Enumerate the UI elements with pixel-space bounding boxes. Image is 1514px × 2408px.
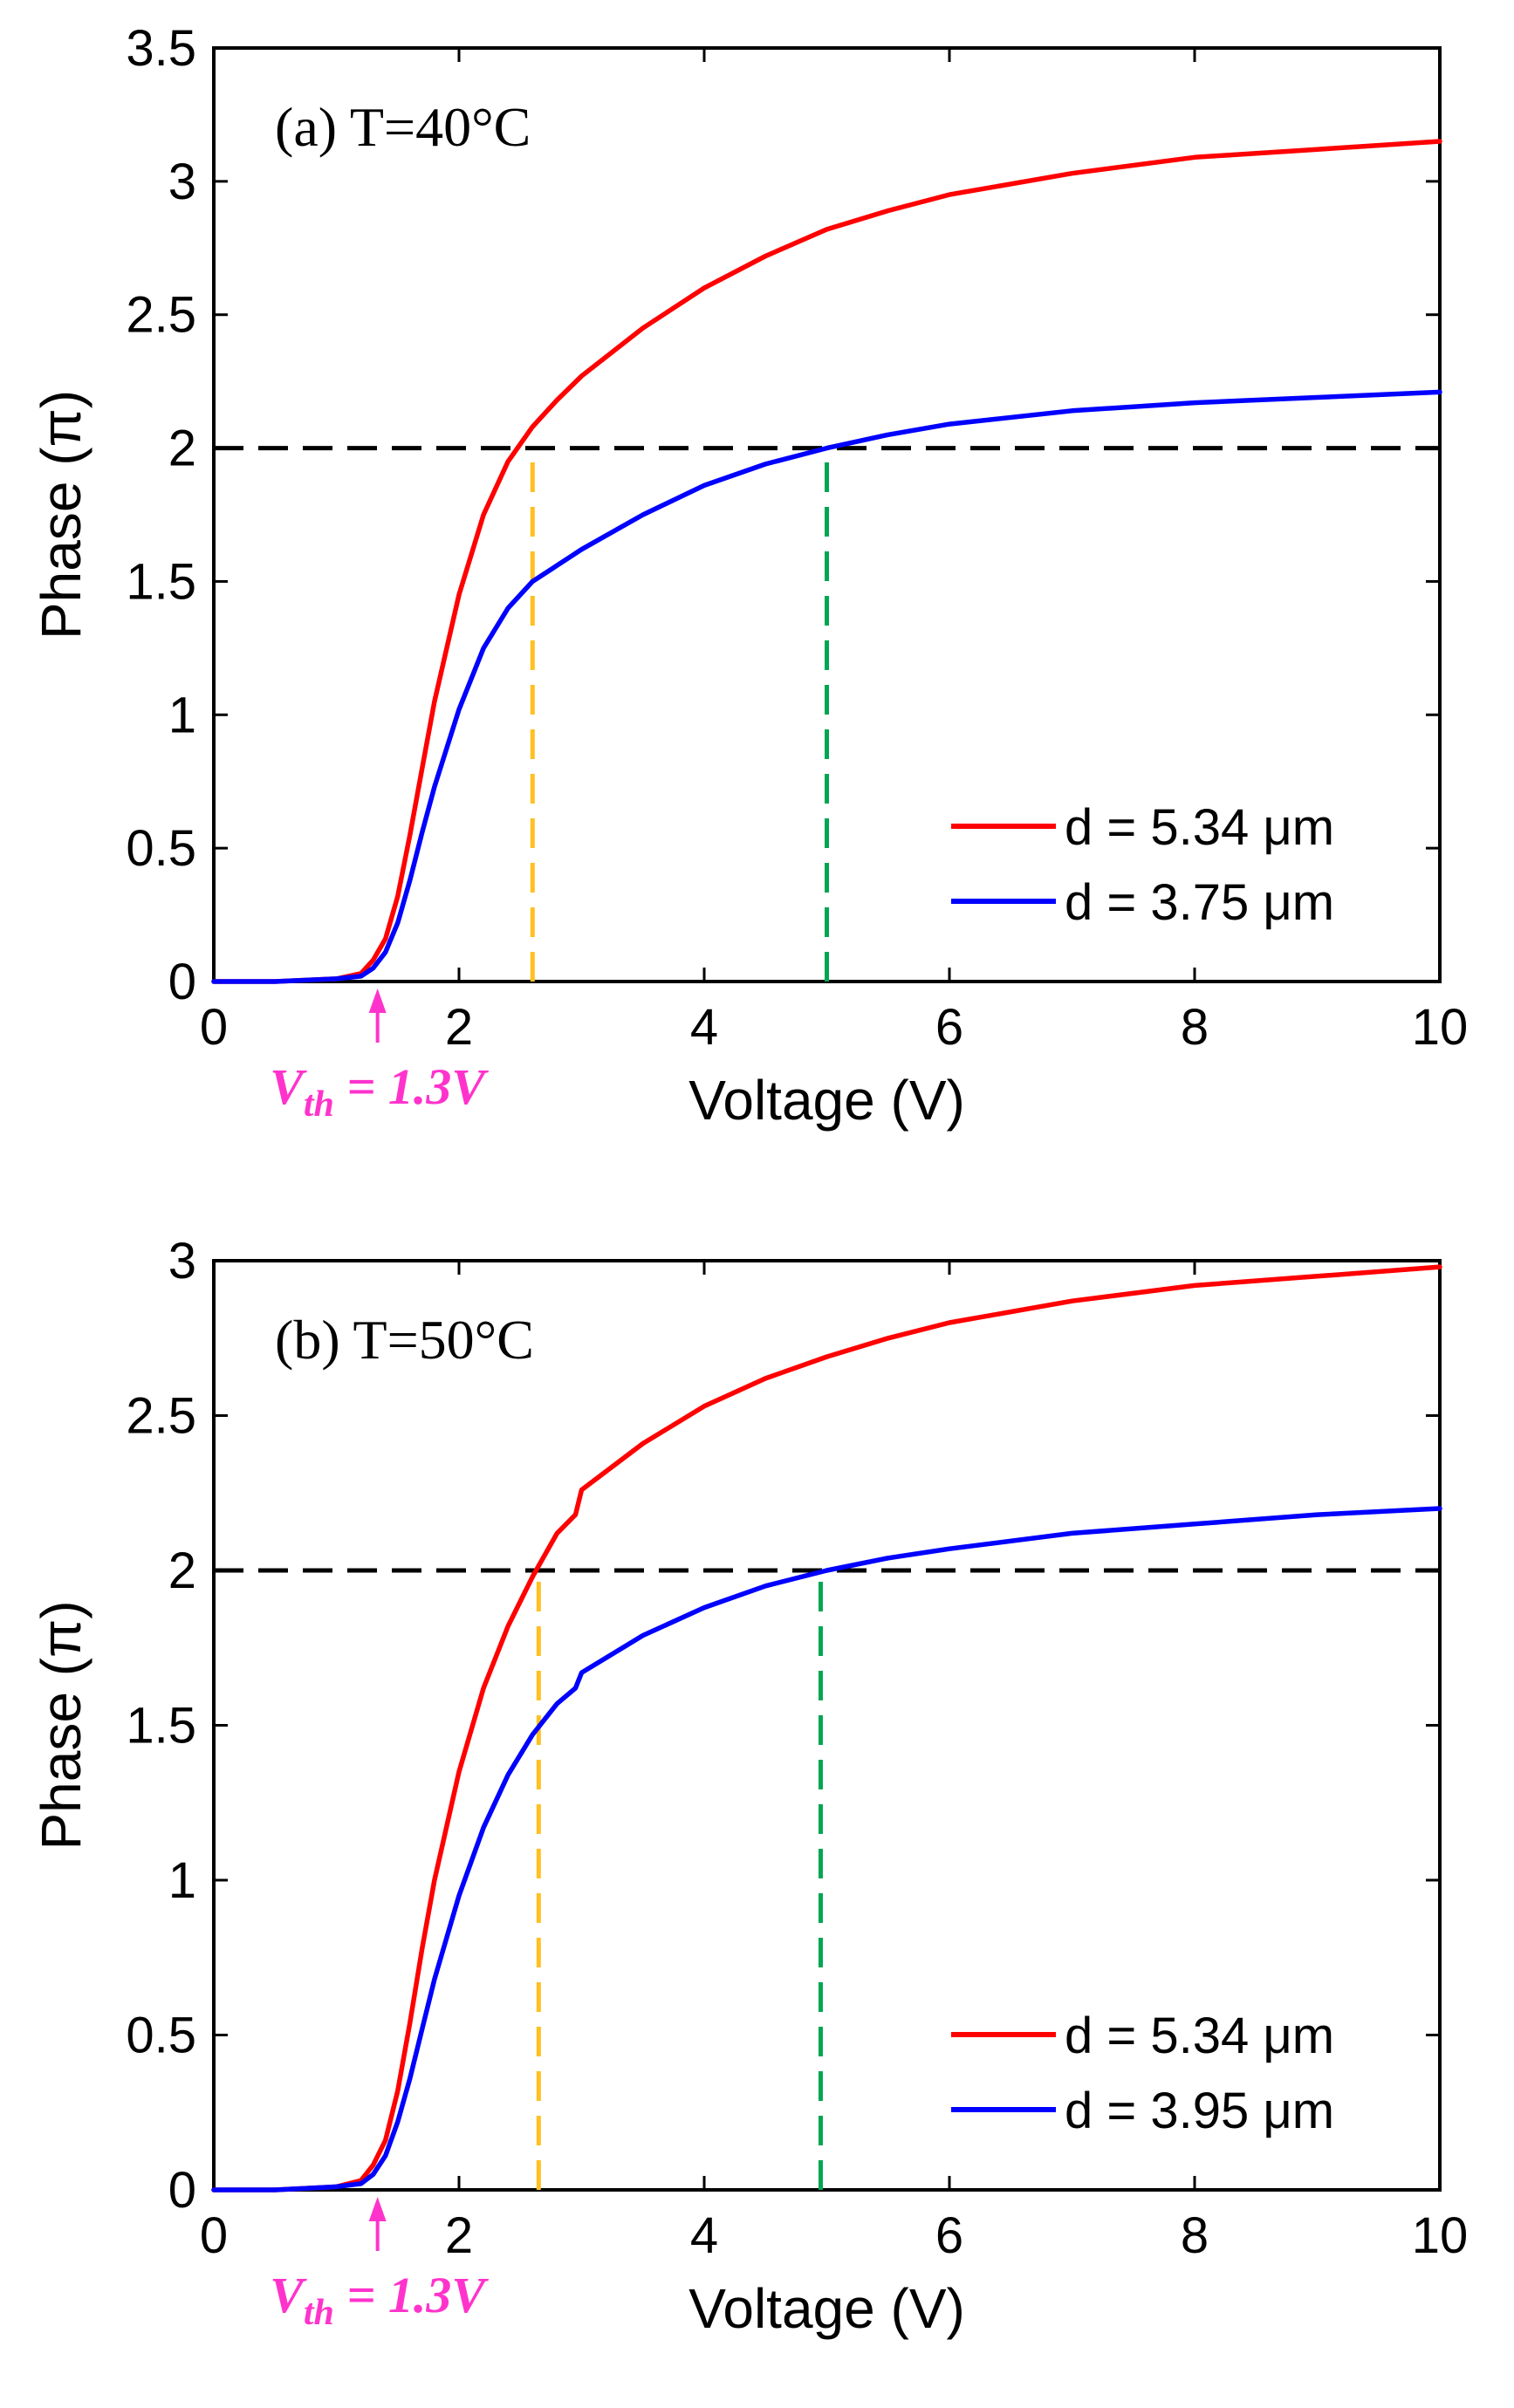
panel-b-x-tick-label: 6 — [935, 2207, 963, 2264]
panel-b-threshold-label: Vth = 1.3V — [270, 2267, 489, 2333]
panel-b-x-axis-label: Voltage (V) — [688, 2277, 965, 2340]
panel-b-y-tick-label: 1 — [168, 1852, 196, 1909]
panel-a-y-tick-label: 0 — [168, 954, 196, 1010]
panel-b-y-tick-label: 0 — [168, 2162, 196, 2219]
panel-b-x-tick-label: 2 — [445, 2207, 473, 2264]
panel-b-title: (b) T=50°C — [275, 1309, 534, 1371]
panel-b-y-tick-label: 1.5 — [126, 1698, 196, 1755]
panel-a-x-tick-label: 4 — [690, 999, 718, 1056]
panel-b-x-tick-label: 4 — [690, 2207, 718, 2264]
panel-a-x-axis-label: Voltage (V) — [688, 1069, 965, 1132]
panel-b-legend-label-2: d = 3.95 μm — [1065, 2083, 1334, 2139]
panel-a-y-tick-label: 3 — [168, 154, 196, 210]
panel-a-y-tick-label: 2.5 — [126, 287, 196, 344]
panel-a-x-tick-label: 10 — [1412, 999, 1469, 1056]
panel-b-y-tick-label: 0.5 — [126, 2008, 196, 2064]
panel-a-series-line-2 — [211, 389, 1442, 984]
panel-b-series-line-2 — [211, 1506, 1442, 2193]
panel-b-threshold-arrow-head — [368, 2197, 387, 2221]
panel-b-y-tick-label: 2.5 — [126, 1388, 196, 1445]
panel-a-threshold-label: Vth = 1.3V — [270, 1058, 489, 1125]
panel-b-legend-label-1: d = 5.34 μm — [1065, 2008, 1334, 2064]
panel-a-y-axis-label: Phase (π) — [30, 390, 92, 640]
panel-a-x-tick-label: 2 — [445, 999, 473, 1056]
panel-a-title: (a) T=40°C — [275, 96, 531, 158]
panel-a-legend-label-1: d = 5.34 μm — [1065, 799, 1334, 856]
panel-a-y-tick-label: 0.5 — [126, 820, 196, 877]
panel-a-x-tick-label: 6 — [935, 999, 963, 1056]
panel-a-threshold-arrow-head — [368, 989, 387, 1013]
panel-a-x-tick-label: 0 — [200, 999, 228, 1056]
panel-a-x-tick-label: 8 — [1181, 999, 1209, 1056]
panel-a-y-tick-label: 1.5 — [126, 553, 196, 610]
panel-b-y-tick-label: 3 — [168, 1233, 196, 1290]
panel-a-series-line-1 — [211, 139, 1442, 984]
panel-b-x-tick-label: 0 — [200, 2207, 228, 2264]
panel-b-x-tick-label: 10 — [1412, 2207, 1469, 2264]
panel-b-y-tick-label: 2 — [168, 1543, 196, 1599]
panel-b-x-tick-label: 8 — [1181, 2207, 1209, 2264]
panel-a-y-tick-label: 2 — [168, 421, 196, 477]
panel-b-y-axis-label: Phase (π) — [30, 1600, 92, 1850]
panel-a-y-tick-label: 3.5 — [126, 20, 196, 77]
panel-a-y-tick-label: 1 — [168, 687, 196, 743]
panel-b-series-line-1 — [211, 1264, 1442, 2193]
panel-a-legend-label-2: d = 3.75 μm — [1065, 874, 1334, 931]
